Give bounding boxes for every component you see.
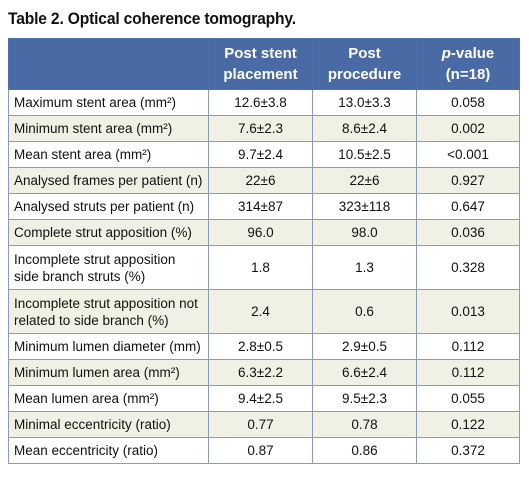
- post-procedure-value: 8.6±2.4: [312, 115, 417, 142]
- post-stent-value: 6.3±2.2: [208, 359, 313, 386]
- post-procedure-value: 323±118: [312, 193, 417, 220]
- post-stent-value: 314±87: [208, 193, 313, 220]
- table-row: Minimum stent area (mm²) 7.6±2.3 8.6±2.4…: [8, 115, 520, 142]
- header-post-stent: Post stent placement: [208, 38, 313, 90]
- header-p-value: p-value (n=18): [416, 38, 520, 90]
- p-value: 0.055: [416, 385, 520, 412]
- p-value: 0.112: [416, 333, 520, 360]
- table-row: Mean lumen area (mm²) 9.4±2.5 9.5±2.3 0.…: [8, 385, 520, 412]
- post-stent-value: 7.6±2.3: [208, 115, 313, 142]
- post-stent-value: 96.0: [208, 219, 313, 246]
- row-label: Minimal eccentricity (ratio): [8, 411, 209, 438]
- post-procedure-value: 0.6: [312, 289, 417, 334]
- p-value: 0.002: [416, 115, 520, 142]
- table-row: Minimum lumen diameter (mm) 2.8±0.5 2.9±…: [8, 333, 520, 360]
- p-value: 0.112: [416, 359, 520, 386]
- post-stent-value: 9.7±2.4: [208, 141, 313, 168]
- row-label: Minimum stent area (mm²): [8, 115, 209, 142]
- post-stent-value: 22±6: [208, 167, 313, 194]
- octa-table: Post stent placement Post procedure p-va…: [8, 38, 520, 464]
- p-value: 0.122: [416, 411, 520, 438]
- post-procedure-value: 13.0±3.3: [312, 89, 417, 116]
- post-stent-value: 2.8±0.5: [208, 333, 313, 360]
- post-procedure-value: 98.0: [312, 219, 417, 246]
- row-label: Minimum lumen diameter (mm): [8, 333, 209, 360]
- row-label: Mean eccentricity (ratio): [8, 437, 209, 464]
- table-row: Analysed frames per patient (n) 22±6 22±…: [8, 167, 520, 194]
- header-post-procedure: Post procedure: [312, 38, 417, 90]
- table-row: Analysed struts per patient (n) 314±87 3…: [8, 193, 520, 220]
- post-procedure-value: 10.5±2.5: [312, 141, 417, 168]
- post-procedure-value: 9.5±2.3: [312, 385, 417, 412]
- table-row: Mean eccentricity (ratio) 0.87 0.86 0.37…: [8, 437, 520, 464]
- row-label: Maximum stent area (mm²): [8, 89, 209, 116]
- post-procedure-value: 22±6: [312, 167, 417, 194]
- table-row: Minimum lumen area (mm²) 6.3±2.2 6.6±2.4…: [8, 359, 520, 386]
- table-row: Minimal eccentricity (ratio) 0.77 0.78 0…: [8, 411, 520, 438]
- p-value: 0.013: [416, 289, 520, 334]
- header-corner-cell: [8, 38, 209, 90]
- post-procedure-value: 0.78: [312, 411, 417, 438]
- p-value: 0.058: [416, 89, 520, 116]
- row-label: Incomplete strut apposition side branch …: [8, 245, 209, 290]
- post-procedure-value: 2.9±0.5: [312, 333, 417, 360]
- p-value: 0.647: [416, 193, 520, 220]
- table-row: Maximum stent area (mm²) 12.6±3.8 13.0±3…: [8, 89, 520, 116]
- post-stent-value: 2.4: [208, 289, 313, 334]
- p-value: 0.036: [416, 219, 520, 246]
- row-label: Mean lumen area (mm²): [8, 385, 209, 412]
- post-stent-value: 9.4±2.5: [208, 385, 313, 412]
- post-stent-value: 0.87: [208, 437, 313, 464]
- header-row: Post stent placement Post procedure p-va…: [8, 38, 520, 90]
- row-label: Incomplete strut apposition not related …: [8, 289, 209, 334]
- p-value: 0.328: [416, 245, 520, 290]
- row-label: Analysed frames per patient (n): [8, 167, 209, 194]
- p-value: 0.372: [416, 437, 520, 464]
- post-procedure-value: 1.3: [312, 245, 417, 290]
- table-row: Mean stent area (mm²) 9.7±2.4 10.5±2.5 <…: [8, 141, 520, 168]
- row-label: Minimum lumen area (mm²): [8, 359, 209, 386]
- table-row: Complete strut apposition (%) 96.0 98.0 …: [8, 219, 520, 246]
- row-label: Mean stent area (mm²): [8, 141, 209, 168]
- p-value: 0.927: [416, 167, 520, 194]
- post-stent-value: 1.8: [208, 245, 313, 290]
- post-stent-value: 12.6±3.8: [208, 89, 313, 116]
- post-procedure-value: 0.86: [312, 437, 417, 464]
- p-value: <0.001: [416, 141, 520, 168]
- table-title: Table 2. Optical coherence tomography.: [8, 9, 296, 28]
- post-stent-value: 0.77: [208, 411, 313, 438]
- row-label: Complete strut apposition (%): [8, 219, 209, 246]
- table-row: Incomplete strut apposition not related …: [8, 289, 520, 334]
- post-procedure-value: 6.6±2.4: [312, 359, 417, 386]
- table-row: Incomplete strut apposition side branch …: [8, 245, 520, 290]
- row-label: Analysed struts per patient (n): [8, 193, 209, 220]
